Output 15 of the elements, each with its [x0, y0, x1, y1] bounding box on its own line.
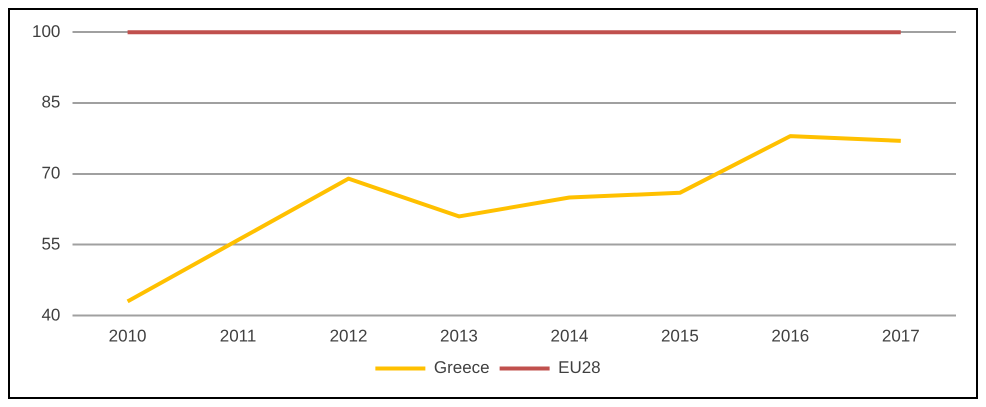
x-tick-label: 2017 [882, 326, 920, 346]
x-tick-label: 2016 [771, 326, 810, 346]
x-tick-label: 2015 [660, 326, 699, 346]
legend-label: Greece [434, 358, 490, 378]
y-tick-label: 85 [41, 92, 60, 112]
y-tick-label: 100 [32, 22, 60, 41]
legend-label: EU28 [558, 358, 601, 378]
x-tick-label: 2010 [108, 326, 147, 346]
x-tick-label: 2014 [550, 326, 588, 346]
y-tick-label: 70 [41, 164, 60, 183]
y-tick-label: 55 [41, 234, 60, 254]
x-tick-label: 2011 [220, 326, 256, 346]
y-tick-label: 40 [41, 305, 60, 324]
x-tick-label: 2013 [440, 326, 478, 346]
x-tick-label: 2012 [330, 326, 368, 346]
